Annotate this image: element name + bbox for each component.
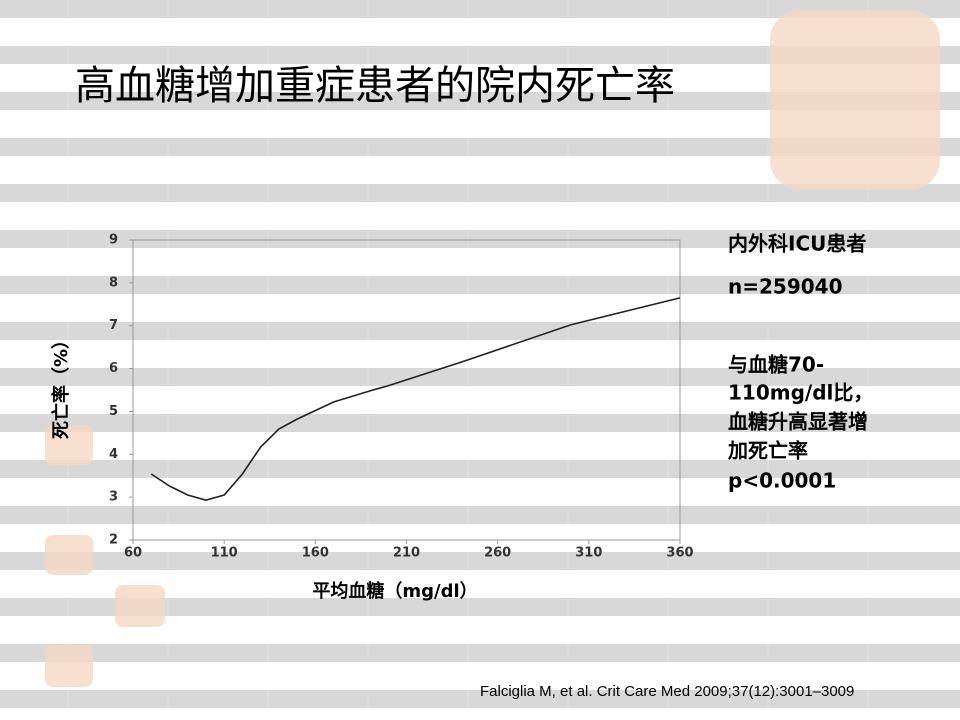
y-tick-label: 4 <box>109 447 118 462</box>
x-tick-label: 60 <box>124 546 142 561</box>
annotation: 与血糖70- <box>728 353 824 377</box>
y-tick-label: 2 <box>109 533 118 548</box>
citation: Falciglia M, et al. Crit Care Med 2009;3… <box>480 683 854 700</box>
data-line <box>150 297 681 501</box>
x-tick-label: 310 <box>575 546 602 561</box>
annotation: 加死亡率 <box>727 439 808 463</box>
y-tick-label: 9 <box>109 233 118 248</box>
x-tick-label: 210 <box>393 546 420 561</box>
x-tick-label: 110 <box>211 546 238 561</box>
y-tick-label: 7 <box>109 318 118 333</box>
decor-seals <box>45 10 940 687</box>
y-tick-label: 6 <box>109 361 118 376</box>
annotation: 110mg/dl比， <box>728 381 873 405</box>
x-tick-label: 260 <box>484 546 511 561</box>
annotation: 内外科ICU患者 <box>728 232 866 256</box>
slide-title: 高血糖增加重症患者的院内死亡率 <box>75 63 675 109</box>
y-tick-label: 3 <box>109 490 118 505</box>
x-tick-label: 160 <box>302 546 329 561</box>
x-axis-label: 平均血糖（mg/dl） <box>312 580 477 602</box>
annotation: p<0.0001 <box>728 469 836 493</box>
plot-frame <box>132 239 681 541</box>
y-tick-label: 8 <box>109 275 118 290</box>
y-tick-label: 5 <box>109 404 118 419</box>
annotation: n=259040 <box>728 275 843 299</box>
background-dashes <box>67 0 869 720</box>
x-tick-label: 360 <box>666 546 693 561</box>
annotation: 血糖升高显著增 <box>728 410 868 434</box>
y-axis-label: 死亡率（%） <box>50 331 72 439</box>
